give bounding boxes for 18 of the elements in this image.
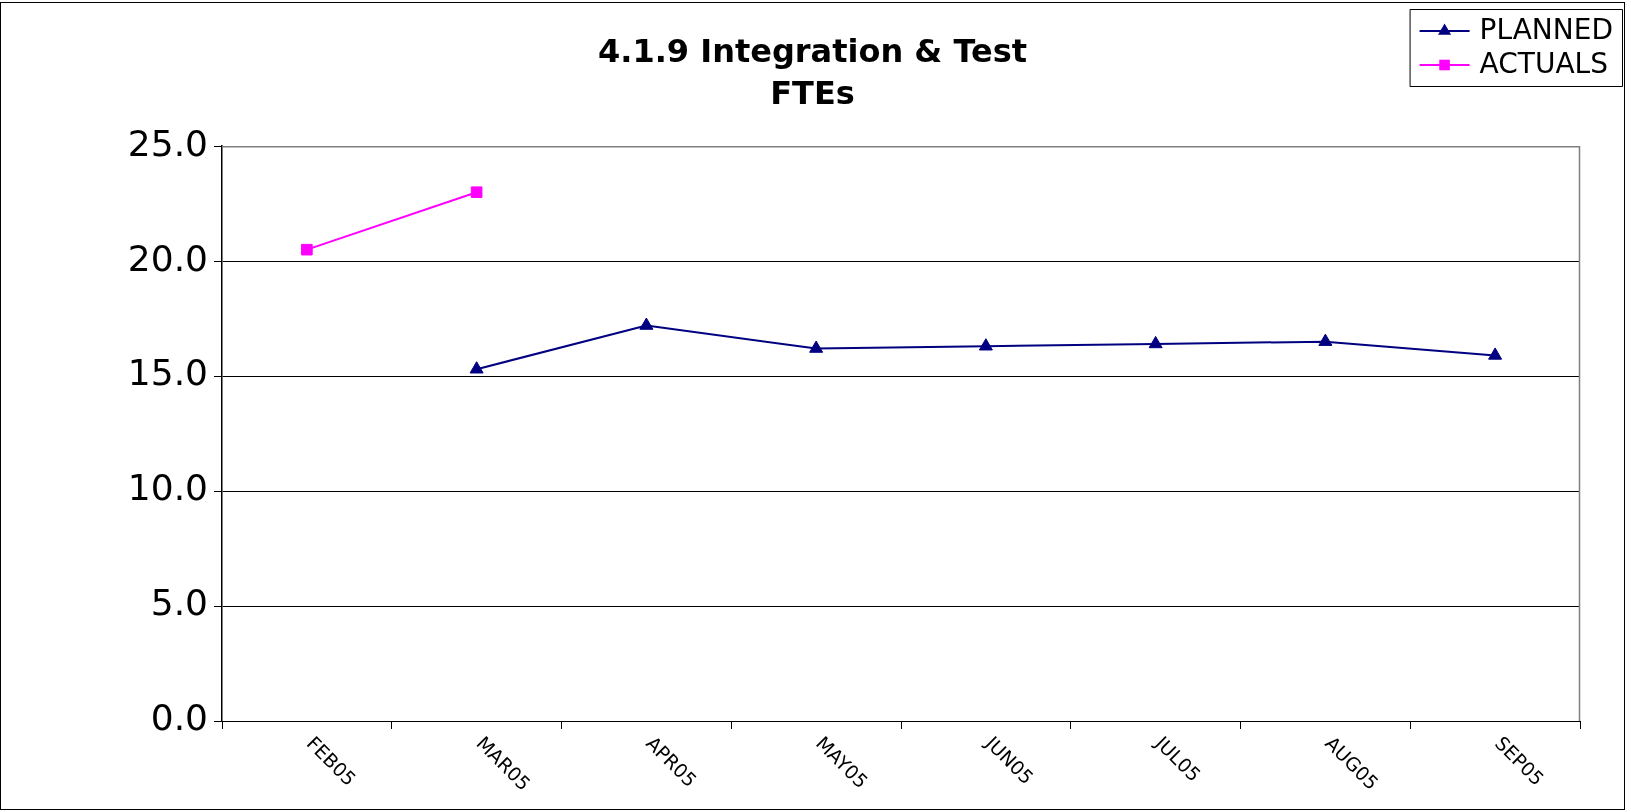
point xyxy=(1318,333,1333,346)
legend-label: PLANNED xyxy=(1479,13,1614,47)
point xyxy=(470,186,483,198)
point xyxy=(639,317,654,330)
y-tick-label: 0.0 xyxy=(150,697,208,739)
legend-label: ACTUALS xyxy=(1479,47,1608,81)
y-tick-label: 25.0 xyxy=(127,122,208,164)
point xyxy=(301,243,313,256)
point xyxy=(469,361,484,374)
y-tick-label: 20.0 xyxy=(127,237,208,279)
point xyxy=(1148,335,1163,349)
point xyxy=(809,340,824,353)
chart-title: 4.1.9 Integration & Test FTEs xyxy=(597,32,1028,112)
y-tick-label: 15.0 xyxy=(127,352,208,394)
point xyxy=(1488,347,1503,360)
y-tick-label: 10.0 xyxy=(127,467,208,509)
point xyxy=(978,338,993,351)
y-tick-label: 5.0 xyxy=(150,582,208,624)
